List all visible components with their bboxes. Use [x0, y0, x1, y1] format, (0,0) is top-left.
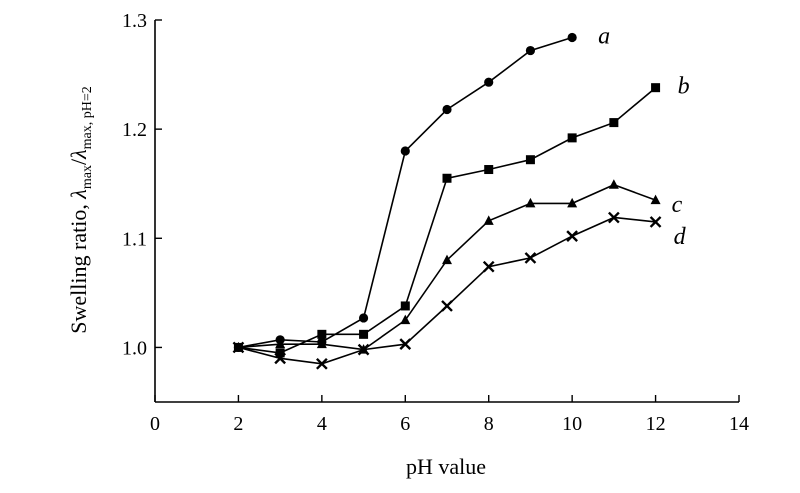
- data-point: [400, 146, 410, 156]
- series-line-d: [238, 216, 656, 365]
- data-point: [357, 343, 370, 356]
- data-point: [567, 133, 577, 143]
- series-d: d: [232, 211, 687, 370]
- series-line-c: [238, 183, 656, 351]
- data-point: [608, 211, 620, 224]
- data-point: [483, 215, 494, 225]
- data-point: [274, 352, 286, 365]
- x-tick-label: 10: [562, 413, 582, 435]
- data-point: [651, 83, 661, 93]
- data-point: [566, 230, 578, 242]
- x-tick-label: 12: [646, 413, 666, 435]
- data-point: [442, 104, 452, 115]
- data-point: [317, 329, 327, 339]
- data-point: [359, 329, 369, 339]
- x-tick-label: 6: [400, 413, 410, 435]
- series-b: b: [233, 74, 690, 358]
- data-point: [524, 252, 537, 264]
- data-point: [482, 260, 495, 273]
- y-axis-title-sub-1: max: [80, 165, 95, 189]
- series-c: c: [233, 179, 683, 354]
- x-tick-label: 4: [317, 413, 327, 435]
- data-point: [399, 338, 412, 351]
- data-point: [442, 254, 452, 265]
- data-point: [525, 155, 535, 165]
- data-point: [567, 32, 577, 43]
- x-axis-title: pH value: [406, 454, 486, 479]
- y-axis-title-sub-2: max, pH=2: [80, 86, 95, 149]
- y-axis-title-lambda-1: λ: [66, 189, 91, 200]
- data-point: [316, 357, 328, 370]
- data-point: [525, 45, 536, 56]
- data-point: [275, 338, 286, 349]
- series-line-b: [238, 87, 657, 354]
- y-axis-title-lambda-2: λ: [66, 149, 91, 160]
- y-tick-label: 1.2: [122, 119, 147, 141]
- data-point: [358, 313, 369, 323]
- x-tick-label: 0: [150, 413, 160, 435]
- x-tick-label: 2: [233, 413, 243, 435]
- y-axis-title-slash: /: [66, 158, 91, 165]
- data-point: [484, 77, 494, 87]
- series-label-b: b: [678, 74, 690, 100]
- series-group: a b cd: [232, 23, 690, 370]
- y-axis-title: Swelling ratio, λmax/λmax, pH=2: [66, 86, 95, 333]
- data-point: [232, 341, 245, 354]
- data-point: [608, 179, 619, 189]
- x-tick-label: 8: [484, 413, 494, 435]
- series-label-a: a: [598, 23, 610, 49]
- data-point: [442, 173, 452, 183]
- y-tick-label: 1.1: [122, 228, 147, 250]
- y-tick-label: 1.3: [122, 10, 147, 32]
- ticks: 0 2 4 6 8 10 12 14 1.0 1.1 1.2 1.3: [122, 10, 749, 435]
- y-tick-label: 1.0: [122, 337, 147, 359]
- x-tick-label: 14: [729, 413, 749, 435]
- data-point: [609, 118, 619, 128]
- data-point: [567, 197, 578, 208]
- data-point: [316, 338, 327, 349]
- data-point: [441, 300, 453, 312]
- series-line-a: [238, 36, 573, 349]
- y-axis-title-main: Swelling ratio,: [66, 199, 91, 334]
- series-a: a: [233, 23, 610, 353]
- data-point: [400, 301, 410, 311]
- data-point: [649, 216, 662, 228]
- axes: [154, 20, 739, 403]
- data-point: [400, 314, 411, 325]
- data-point: [525, 197, 536, 208]
- series-label-c: c: [672, 192, 683, 218]
- data-point: [484, 165, 494, 175]
- data-point: [275, 348, 285, 358]
- data-point: [650, 194, 661, 205]
- series-label-d: d: [674, 224, 687, 250]
